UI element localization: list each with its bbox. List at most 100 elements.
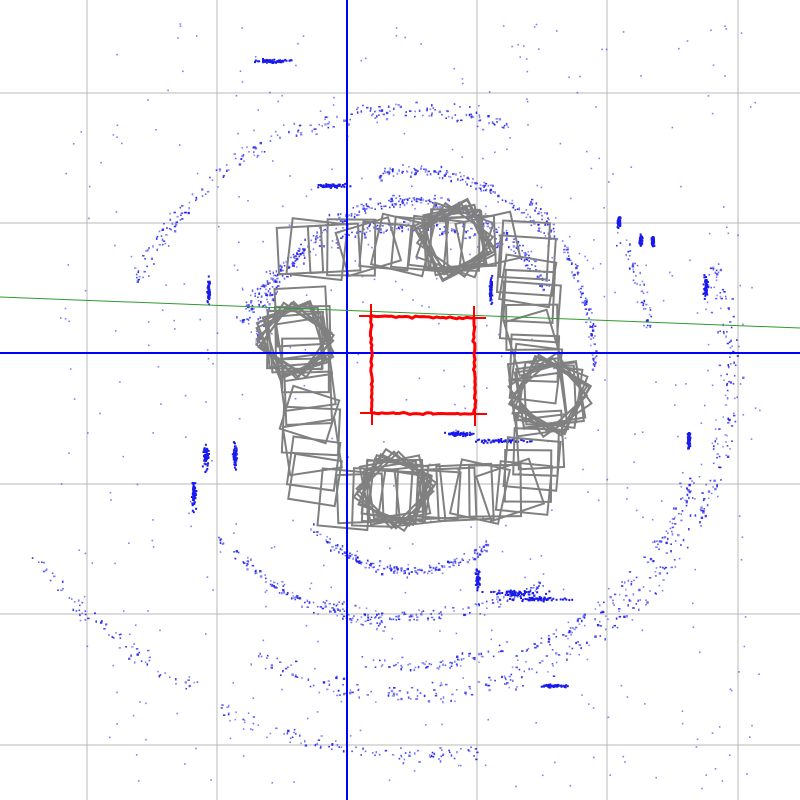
map-point (540, 599, 543, 602)
map-point (404, 198, 407, 200)
map-point (274, 279, 277, 282)
map-point (562, 634, 565, 636)
map-point (712, 268, 715, 271)
map-point (411, 543, 414, 545)
map-point (342, 677, 346, 680)
map-point (87, 617, 90, 620)
map-point (548, 218, 550, 221)
map-point (374, 208, 376, 210)
map-point (503, 596, 505, 599)
map-point (545, 220, 548, 223)
map-point (148, 656, 151, 659)
map-point (391, 637, 393, 640)
map-point (525, 216, 528, 219)
map-point (392, 194, 395, 197)
map-point (519, 56, 521, 58)
map-point (528, 596, 531, 599)
map-point (517, 241, 520, 243)
map-point (446, 198, 450, 201)
map-point (268, 60, 271, 63)
map-point (715, 279, 718, 281)
map-point (483, 184, 487, 187)
map-point (304, 744, 308, 747)
map-point (509, 589, 512, 592)
map-point (169, 218, 172, 221)
map-point (510, 594, 513, 597)
map-point (51, 572, 54, 575)
map-point (369, 197, 372, 201)
map-point (742, 414, 745, 416)
map-point (396, 172, 399, 175)
map-point (428, 564, 431, 567)
map-point (192, 485, 195, 488)
map-point (241, 81, 244, 83)
map-point (256, 287, 259, 291)
map-point (370, 562, 373, 565)
map-point (439, 630, 441, 632)
map-point (654, 592, 657, 594)
map-point (710, 311, 714, 314)
map-point (549, 230, 552, 233)
map-point (183, 283, 186, 285)
map-point (502, 440, 505, 443)
map-point (455, 173, 457, 176)
map-point (576, 91, 579, 94)
map-point (275, 727, 278, 730)
map-point (290, 256, 292, 259)
map-point (379, 659, 381, 662)
map-point (674, 540, 677, 542)
map-point (508, 245, 510, 249)
map-point (108, 634, 110, 636)
map-point (451, 148, 454, 151)
map-point (485, 544, 487, 546)
map-point (378, 753, 381, 756)
map-point (493, 122, 495, 125)
map-point (409, 615, 413, 618)
map-point (649, 307, 651, 309)
map-point (571, 271, 573, 274)
map-point (704, 294, 707, 297)
map-point (352, 207, 355, 209)
map-point (317, 739, 321, 741)
map-point (209, 176, 211, 179)
map-point (688, 440, 691, 442)
map-point (548, 686, 551, 689)
map-point (450, 665, 453, 667)
map-point (485, 188, 488, 191)
map-point (424, 171, 427, 173)
map-point (411, 204, 414, 206)
map-point (576, 265, 579, 267)
map-point (538, 585, 540, 587)
map-point (400, 664, 402, 667)
map-point (461, 78, 464, 80)
map-point (700, 422, 703, 424)
map-point (651, 244, 654, 247)
map-point (528, 599, 531, 601)
map-point (232, 451, 235, 454)
map-point (465, 230, 467, 234)
map-point (715, 419, 717, 421)
map-point (589, 325, 591, 327)
map-point (533, 594, 536, 597)
map-point (265, 288, 267, 291)
map-point (68, 597, 71, 599)
map-point (704, 514, 707, 518)
map-point (222, 176, 225, 178)
map-point (536, 591, 539, 594)
map-point (335, 547, 338, 550)
map-point (419, 201, 423, 204)
map-point (331, 748, 333, 751)
map-point (250, 663, 252, 666)
map-point (604, 638, 606, 641)
map-point (535, 202, 538, 205)
map-point (577, 641, 579, 643)
map-point (686, 500, 688, 503)
map-point (713, 445, 715, 447)
map-point (152, 245, 154, 248)
map-point (488, 439, 490, 442)
map-point (264, 591, 267, 593)
map-point (517, 594, 520, 597)
map-point (471, 181, 473, 184)
